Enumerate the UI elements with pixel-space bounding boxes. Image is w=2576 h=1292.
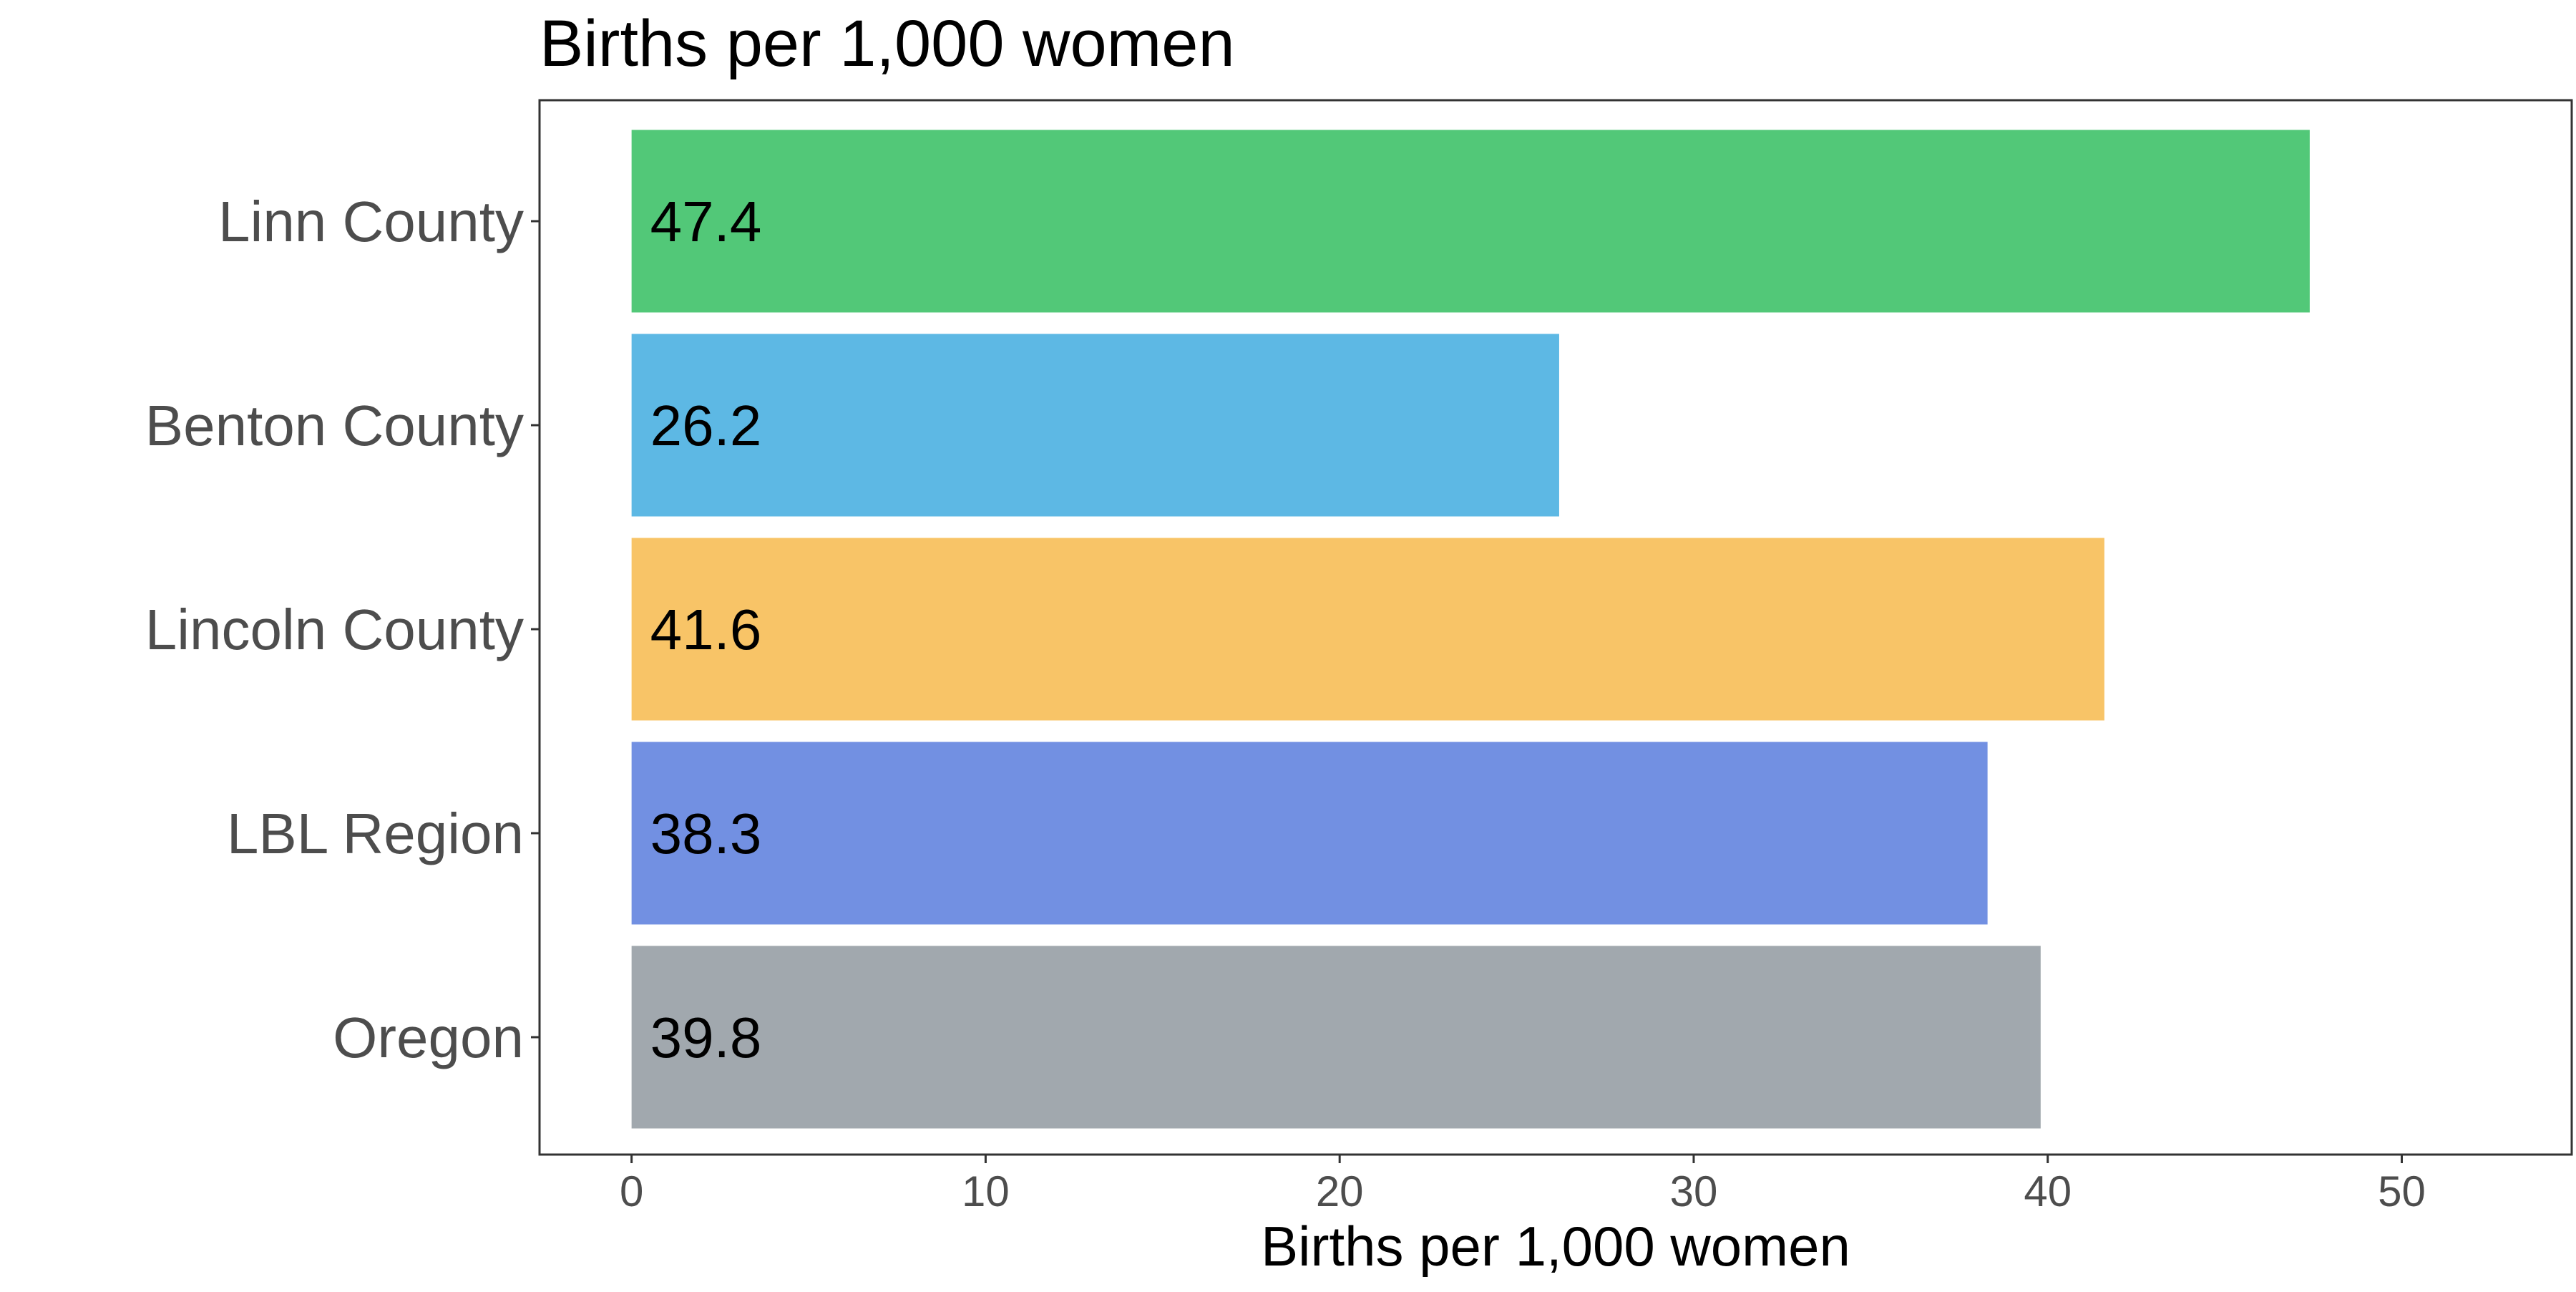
y-tick-label: Oregon	[333, 1006, 524, 1069]
x-tick-label: 20	[1316, 1167, 1364, 1215]
bar-lbl-region	[631, 742, 1988, 925]
chart-title: Births per 1,000 women	[540, 7, 1235, 80]
bar-benton-county	[631, 334, 1559, 517]
y-tick-label: Linn County	[218, 190, 524, 253]
x-axis-title: Births per 1,000 women	[1261, 1215, 1850, 1278]
bar-lincoln-county	[631, 538, 2104, 721]
y-tick-label: LBL Region	[227, 802, 524, 865]
bar-value-label: 41.6	[650, 598, 762, 661]
bar-linn-county	[631, 130, 2310, 313]
bar-value-label: 39.8	[650, 1006, 762, 1069]
x-tick-label: 10	[962, 1167, 1010, 1215]
y-axis: Linn County Benton County Lincoln County LB…	[145, 190, 540, 1069]
x-tick-label: 0	[620, 1167, 643, 1215]
x-tick-label: 30	[1670, 1167, 1718, 1215]
x-tick-label: 40	[2024, 1167, 2072, 1215]
y-tick-label: Benton County	[145, 394, 524, 457]
y-tick-label: Lincoln County	[145, 598, 524, 661]
x-axis: 0 10 20 30 40 50	[620, 1155, 2426, 1215]
bar-value-label: 26.2	[650, 394, 762, 457]
bar-value-label: 47.4	[650, 190, 762, 253]
bar-oregon	[631, 946, 2041, 1129]
x-tick-label: 50	[2378, 1167, 2426, 1215]
plot-panel-border	[538, 99, 2573, 1156]
bars-layer: 47.4 26.2 41.6 38.3 39.8	[631, 130, 2310, 1129]
bar-value-label: 38.3	[650, 802, 762, 865]
